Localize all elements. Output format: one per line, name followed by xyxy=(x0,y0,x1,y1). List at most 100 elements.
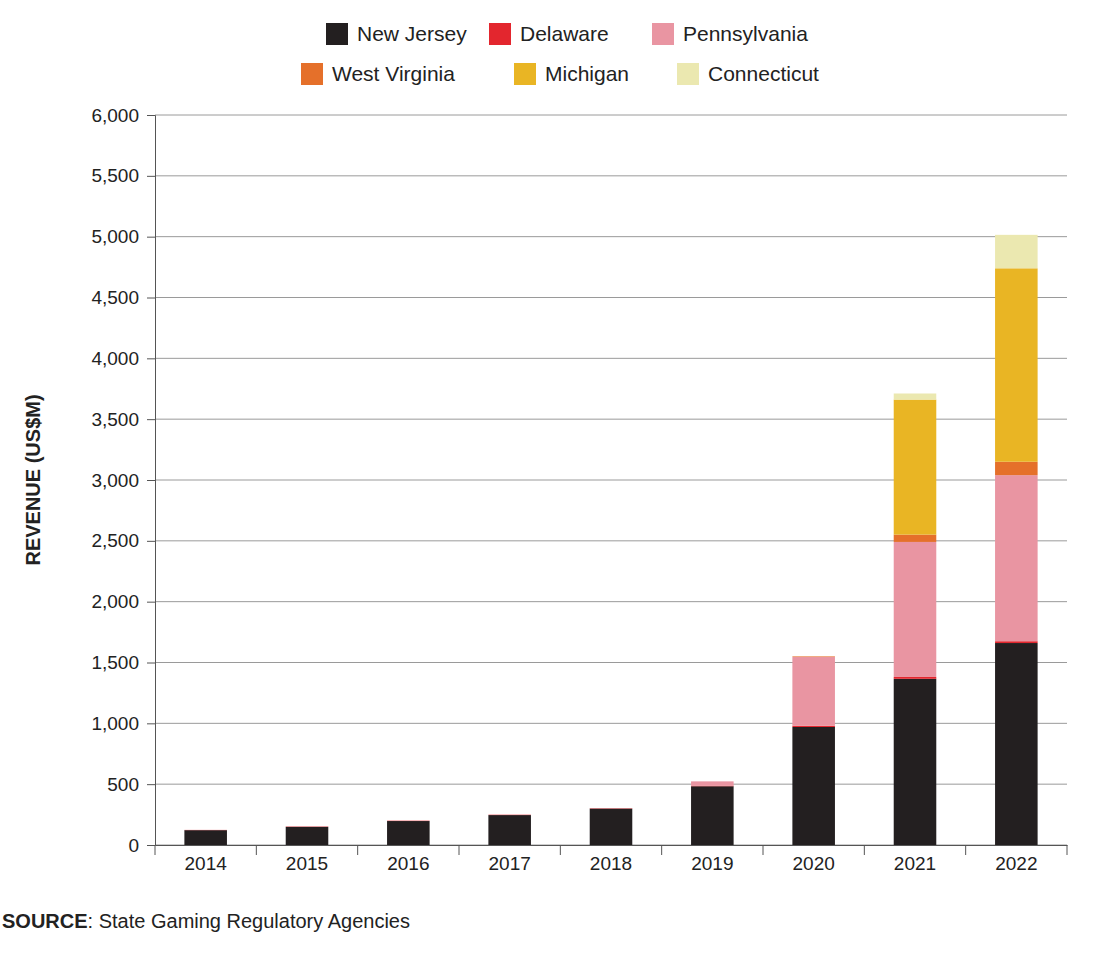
bar-segment xyxy=(691,781,734,785)
grid-line xyxy=(155,175,1067,176)
legend-item: West Virginia xyxy=(301,62,455,85)
x-separator xyxy=(256,845,257,855)
bar-segment xyxy=(995,475,1038,641)
y-tick-mark xyxy=(147,419,155,420)
x-tick: 2014 xyxy=(185,845,228,874)
legend-label: West Virginia xyxy=(332,62,455,85)
grid-line xyxy=(155,236,1067,237)
y-tick: 500 xyxy=(107,774,155,795)
y-axis-title: REVENUE (US$M) xyxy=(22,394,44,565)
x-tick-label: 2015 xyxy=(286,853,328,874)
x-separator xyxy=(661,845,662,855)
x-tick: 2015 xyxy=(286,845,328,874)
y-tick-label: 2,500 xyxy=(91,530,139,551)
y-tick-label: 4,000 xyxy=(91,348,139,369)
legend-item: Pennsylvania xyxy=(652,22,808,45)
y-tick: 3,500 xyxy=(91,409,155,430)
y-tick: 1,000 xyxy=(91,713,155,734)
legend-label: Michigan xyxy=(545,62,629,85)
y-tick-label: 1,000 xyxy=(91,713,139,734)
y-tick-mark xyxy=(147,541,155,542)
y-tick: 3,000 xyxy=(91,470,155,491)
grid xyxy=(155,115,1067,845)
y-tick-label: 0 xyxy=(128,835,139,856)
bar-segment xyxy=(894,535,937,542)
legend-item: New Jersey xyxy=(326,22,467,45)
y-tick: 2,000 xyxy=(91,591,155,612)
y-tick: 2,500 xyxy=(91,530,155,551)
legend-swatch xyxy=(326,23,348,45)
y-tick-mark xyxy=(147,115,155,116)
bar-segment xyxy=(894,677,937,679)
y-tick-mark xyxy=(147,845,155,846)
x-tick-label: 2014 xyxy=(185,853,228,874)
y-tick: 6,000 xyxy=(91,105,155,126)
y-tick-label: 3,000 xyxy=(91,470,139,491)
y-tick-mark xyxy=(147,784,155,785)
legend-swatch xyxy=(652,23,674,45)
y-tick-label: 1,500 xyxy=(91,652,139,673)
bar-segment xyxy=(792,656,835,658)
legend-label: Pennsylvania xyxy=(683,22,808,45)
bars xyxy=(184,235,1037,845)
x-tick-label: 2022 xyxy=(995,853,1037,874)
legend-label: Connecticut xyxy=(708,62,819,85)
legend-label: New Jersey xyxy=(357,22,467,45)
legend-swatch xyxy=(514,63,536,85)
bar-segment xyxy=(184,829,227,830)
x-tick-label: 2019 xyxy=(691,853,733,874)
y-tick: 4,500 xyxy=(91,287,155,308)
x-tick-label: 2018 xyxy=(590,853,632,874)
x-tick-label: 2016 xyxy=(387,853,429,874)
x-separator xyxy=(560,845,561,855)
y-tick: 5,000 xyxy=(91,226,155,247)
x-tick: 2019 xyxy=(691,845,733,874)
y-tick-mark xyxy=(147,480,155,481)
y-tick-mark xyxy=(147,298,155,299)
bar-segment xyxy=(184,830,227,845)
grid-line xyxy=(155,297,1067,298)
bar-segment xyxy=(792,726,835,727)
bar-segment xyxy=(894,542,937,677)
bar-segment xyxy=(894,400,937,535)
chart: 0 500 1,000 1,500 2,000 2,500 3,000 3,500 4,000 4… xyxy=(0,0,1100,968)
grid-line xyxy=(155,115,1067,116)
bar-segment xyxy=(894,393,937,399)
bar-segment xyxy=(894,679,937,845)
x-separator xyxy=(155,845,156,855)
bar-segment xyxy=(488,815,531,845)
y-tick-mark xyxy=(147,723,155,724)
x-separator xyxy=(357,845,358,855)
y-tick-label: 6,000 xyxy=(91,105,139,126)
legend-label: Delaware xyxy=(520,22,609,45)
legend: New Jersey Delaware Pennsylvania West Virgi… xyxy=(301,22,819,85)
y-tick-mark xyxy=(147,358,155,359)
bar-segment xyxy=(590,808,633,809)
bar-segment xyxy=(995,641,1038,643)
bar-segment xyxy=(995,268,1038,461)
bar-segment xyxy=(488,814,531,815)
x-separator xyxy=(864,845,865,855)
y-tick-label: 5,000 xyxy=(91,226,139,247)
y-tick: 4,000 xyxy=(91,348,155,369)
legend-item: Delaware xyxy=(489,22,609,45)
bar-segment xyxy=(387,820,430,821)
y-tick-mark xyxy=(147,602,155,603)
y-tick-label: 2,000 xyxy=(91,591,139,612)
legend-item: Michigan xyxy=(514,62,629,85)
x-tick-label: 2021 xyxy=(894,853,936,874)
bar-segment xyxy=(691,786,734,845)
y-axis-line xyxy=(147,116,156,846)
bar-segment xyxy=(792,657,835,726)
x-tick-label: 2020 xyxy=(793,853,835,874)
bar-segment xyxy=(590,809,633,845)
y-axis: 0 500 1,000 1,500 2,000 2,500 3,000 3,500 4,000 4… xyxy=(91,105,155,856)
source-note: SOURCE: State Gaming Regulatory Agencies xyxy=(2,910,410,932)
legend-item: Connecticut xyxy=(677,62,819,85)
y-tick-label: 5,500 xyxy=(91,165,139,186)
x-tick: 2020 xyxy=(793,845,835,874)
y-tick: 5,500 xyxy=(91,165,155,186)
y-tick-mark xyxy=(147,663,155,664)
bar-segment xyxy=(286,827,329,845)
x-separator xyxy=(763,845,764,855)
